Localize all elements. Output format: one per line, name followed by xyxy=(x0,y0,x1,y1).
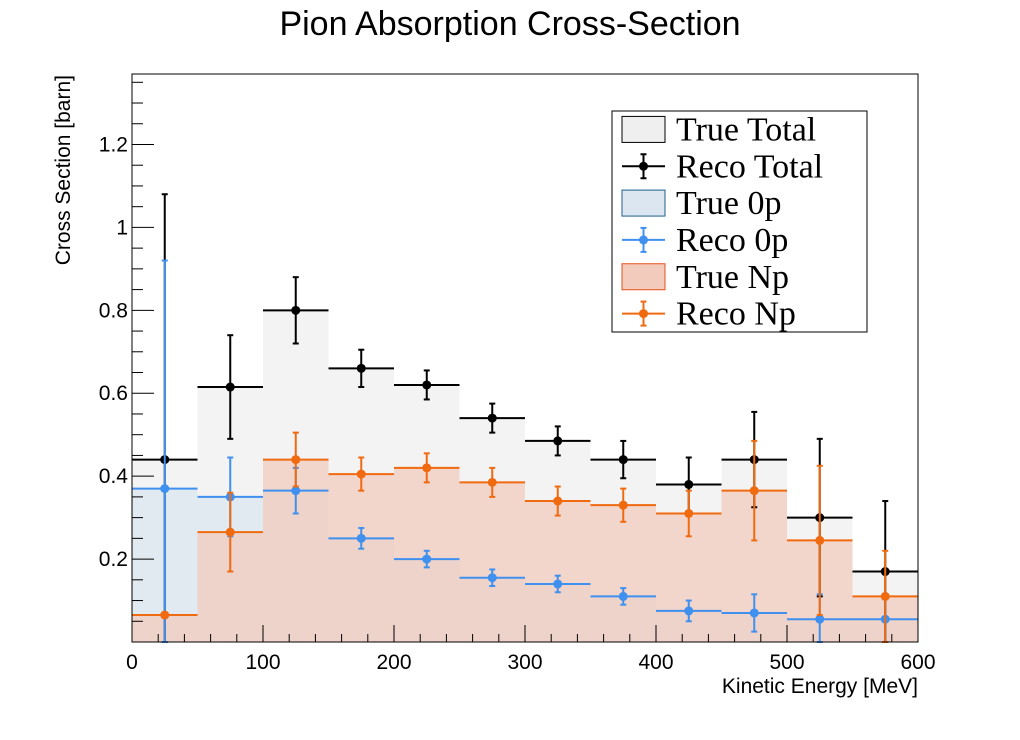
reco-0p-point xyxy=(487,573,497,583)
reco-0p-point xyxy=(749,608,759,618)
reco-0p-point xyxy=(422,554,432,564)
reco-total-point xyxy=(487,413,497,423)
y-tick-label: 0.6 xyxy=(99,382,128,405)
reco-total-point xyxy=(356,363,366,373)
legend-label-true-total: True Total xyxy=(676,111,816,148)
reco-np-point xyxy=(356,469,366,479)
y-tick-label: 1 xyxy=(116,216,128,239)
reco-total-point xyxy=(291,305,301,315)
axes: 0 100 200 300 400 500 600 0.2 0.4 0.6 0.8 1 1.2 xyxy=(99,73,936,674)
y-tick-label: 1.2 xyxy=(99,133,128,156)
x-axis-label: Kinetic Energy [MeV] xyxy=(722,675,918,698)
legend-marker-reco-0p xyxy=(639,235,648,245)
legend-swatch-true-np xyxy=(621,263,666,291)
y-tick-label: 0.8 xyxy=(99,299,128,322)
x-tick-label: 100 xyxy=(245,651,280,674)
x-tick-label: 300 xyxy=(507,651,542,674)
legend-swatch-true-total xyxy=(621,115,666,143)
x-tick-label: 500 xyxy=(769,651,804,674)
y-tick-label: 0.2 xyxy=(99,548,128,571)
reco-0p-point xyxy=(553,579,563,589)
legend-label-true-0p: True 0p xyxy=(676,185,782,222)
plot-area xyxy=(132,193,918,643)
legend-box xyxy=(611,110,868,333)
reco-np-point xyxy=(422,463,432,473)
reco-total-point xyxy=(553,436,563,446)
reco-np-point xyxy=(684,508,694,518)
legend-label-reco-np: Reco Np xyxy=(676,296,796,333)
reco-total-point xyxy=(225,382,235,392)
reco-0p-point xyxy=(684,606,694,616)
y-tick-label: 0.4 xyxy=(99,465,129,488)
legend-label-reco-0p: Reco 0p xyxy=(676,222,788,259)
hist-fill-true-np xyxy=(132,459,918,642)
y-axis-label: Cross Section [barn] xyxy=(52,75,75,265)
x-tick-label: 0 xyxy=(126,651,138,674)
reco-0p-point xyxy=(815,614,825,624)
reco-np-point xyxy=(291,455,301,465)
legend-label-reco-total: Reco Total xyxy=(676,148,823,185)
legend-marker-reco-total xyxy=(639,161,648,171)
reco-np-point xyxy=(225,527,235,537)
legend-swatch-true-0p xyxy=(621,189,666,217)
reco-np-point xyxy=(487,477,497,487)
reco-0p-point xyxy=(291,486,301,496)
x-tick-label: 400 xyxy=(638,651,673,674)
x-tick-label: 600 xyxy=(900,651,935,674)
chart-title: Pion Absorption Cross-Section xyxy=(279,5,740,43)
reco-np-point xyxy=(553,496,563,506)
reco-np-point xyxy=(880,591,890,601)
legend-marker-reco-np xyxy=(639,309,648,319)
x-tick-label: 200 xyxy=(376,651,411,674)
reco-total-point xyxy=(422,380,432,390)
reco-total-point xyxy=(618,455,628,465)
reco-np-point xyxy=(160,610,170,620)
reco-np-point xyxy=(618,500,628,510)
reco-0p-point xyxy=(618,591,628,601)
reco-np-point xyxy=(749,486,759,496)
reco-0p-point xyxy=(160,484,170,494)
reco-np-point xyxy=(815,535,825,545)
reco-0p-point xyxy=(356,533,366,543)
reco-total-point xyxy=(684,479,694,489)
legend-label-true-np: True Np xyxy=(676,259,789,296)
